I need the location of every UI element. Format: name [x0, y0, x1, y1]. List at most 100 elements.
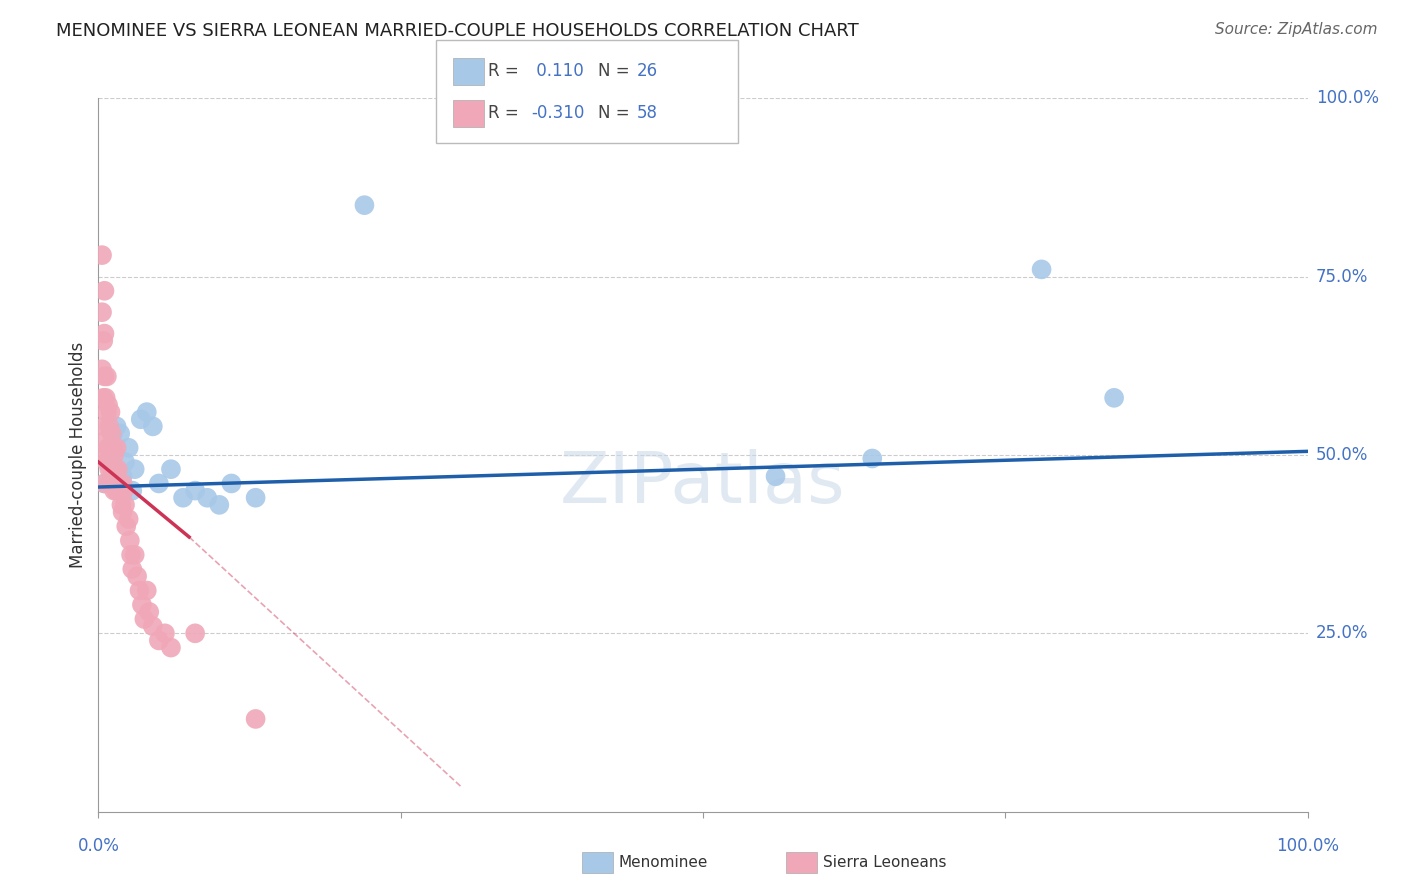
- Point: [96, 369, 118, 384]
- Point: [100, 476, 122, 491]
- Point: [91, 391, 114, 405]
- Point: [184, 483, 207, 498]
- Point: [135, 405, 157, 419]
- Point: [98, 419, 121, 434]
- Text: 26: 26: [637, 62, 658, 79]
- Point: [160, 462, 183, 476]
- Point: [97, 398, 120, 412]
- Point: [118, 512, 141, 526]
- Point: [96, 405, 118, 419]
- Point: [245, 491, 267, 505]
- Point: [105, 483, 128, 498]
- Point: [353, 198, 375, 212]
- Text: 0.110: 0.110: [531, 62, 585, 79]
- Point: [148, 476, 170, 491]
- Point: [148, 633, 170, 648]
- Text: 100.0%: 100.0%: [1316, 89, 1379, 107]
- Point: [105, 419, 128, 434]
- Point: [91, 305, 114, 319]
- Point: [135, 583, 157, 598]
- Point: [101, 441, 124, 455]
- Point: [108, 426, 131, 441]
- Point: [93, 476, 115, 491]
- Text: ZIPatlas: ZIPatlas: [560, 449, 846, 518]
- Point: [115, 519, 138, 533]
- Text: R =: R =: [488, 62, 524, 79]
- Point: [96, 455, 118, 469]
- Text: R =: R =: [488, 104, 524, 122]
- Point: [111, 505, 134, 519]
- Point: [221, 476, 243, 491]
- Y-axis label: Married-couple Households: Married-couple Households: [69, 342, 87, 568]
- Text: 0.0%: 0.0%: [77, 837, 120, 855]
- Point: [121, 562, 143, 576]
- Text: MENOMINEE VS SIERRA LEONEAN MARRIED-COUPLE HOUSEHOLDS CORRELATION CHART: MENOMINEE VS SIERRA LEONEAN MARRIED-COUP…: [56, 22, 859, 40]
- Point: [120, 548, 142, 562]
- Point: [245, 712, 267, 726]
- Point: [1031, 262, 1053, 277]
- Point: [91, 334, 114, 348]
- Point: [124, 548, 146, 562]
- Text: 100.0%: 100.0%: [1277, 837, 1339, 855]
- Point: [129, 412, 152, 426]
- Point: [127, 569, 149, 583]
- Point: [100, 426, 122, 441]
- Point: [111, 469, 134, 483]
- Point: [100, 455, 122, 469]
- Point: [105, 441, 128, 455]
- Point: [142, 619, 165, 633]
- Text: Menominee: Menominee: [619, 855, 709, 870]
- Point: [124, 462, 146, 476]
- Point: [121, 483, 143, 498]
- Point: [93, 284, 115, 298]
- Point: [110, 498, 132, 512]
- Point: [101, 476, 124, 491]
- Text: 58: 58: [637, 104, 658, 122]
- Point: [98, 462, 121, 476]
- Text: -0.310: -0.310: [531, 104, 585, 122]
- Point: [765, 469, 787, 483]
- Point: [108, 476, 131, 491]
- Point: [114, 498, 136, 512]
- Point: [94, 391, 117, 405]
- Point: [142, 419, 165, 434]
- Point: [153, 626, 176, 640]
- Point: [93, 326, 115, 341]
- Point: [101, 426, 124, 441]
- Point: [93, 419, 115, 434]
- Point: [138, 605, 160, 619]
- Point: [111, 476, 134, 491]
- Text: 75.0%: 75.0%: [1316, 268, 1368, 285]
- Point: [100, 441, 122, 455]
- Text: N =: N =: [598, 62, 634, 79]
- Point: [108, 483, 131, 498]
- Point: [195, 491, 218, 505]
- Point: [91, 248, 114, 262]
- Point: [103, 448, 125, 462]
- Point: [128, 583, 150, 598]
- Point: [91, 362, 114, 376]
- Point: [97, 441, 120, 455]
- Point: [112, 483, 135, 498]
- Text: 50.0%: 50.0%: [1316, 446, 1368, 464]
- Point: [118, 533, 141, 548]
- Point: [208, 498, 231, 512]
- Point: [118, 441, 141, 455]
- Text: 25.0%: 25.0%: [1316, 624, 1368, 642]
- Point: [172, 491, 194, 505]
- Point: [103, 483, 125, 498]
- Point: [160, 640, 183, 655]
- Point: [860, 451, 883, 466]
- Point: [100, 405, 122, 419]
- Point: [131, 598, 153, 612]
- Point: [104, 462, 127, 476]
- Point: [114, 455, 136, 469]
- Point: [100, 462, 122, 476]
- Point: [107, 462, 129, 476]
- Point: [134, 612, 156, 626]
- Text: Source: ZipAtlas.com: Source: ZipAtlas.com: [1215, 22, 1378, 37]
- Text: N =: N =: [598, 104, 634, 122]
- Point: [1102, 391, 1125, 405]
- Point: [94, 434, 117, 448]
- Text: Sierra Leoneans: Sierra Leoneans: [823, 855, 946, 870]
